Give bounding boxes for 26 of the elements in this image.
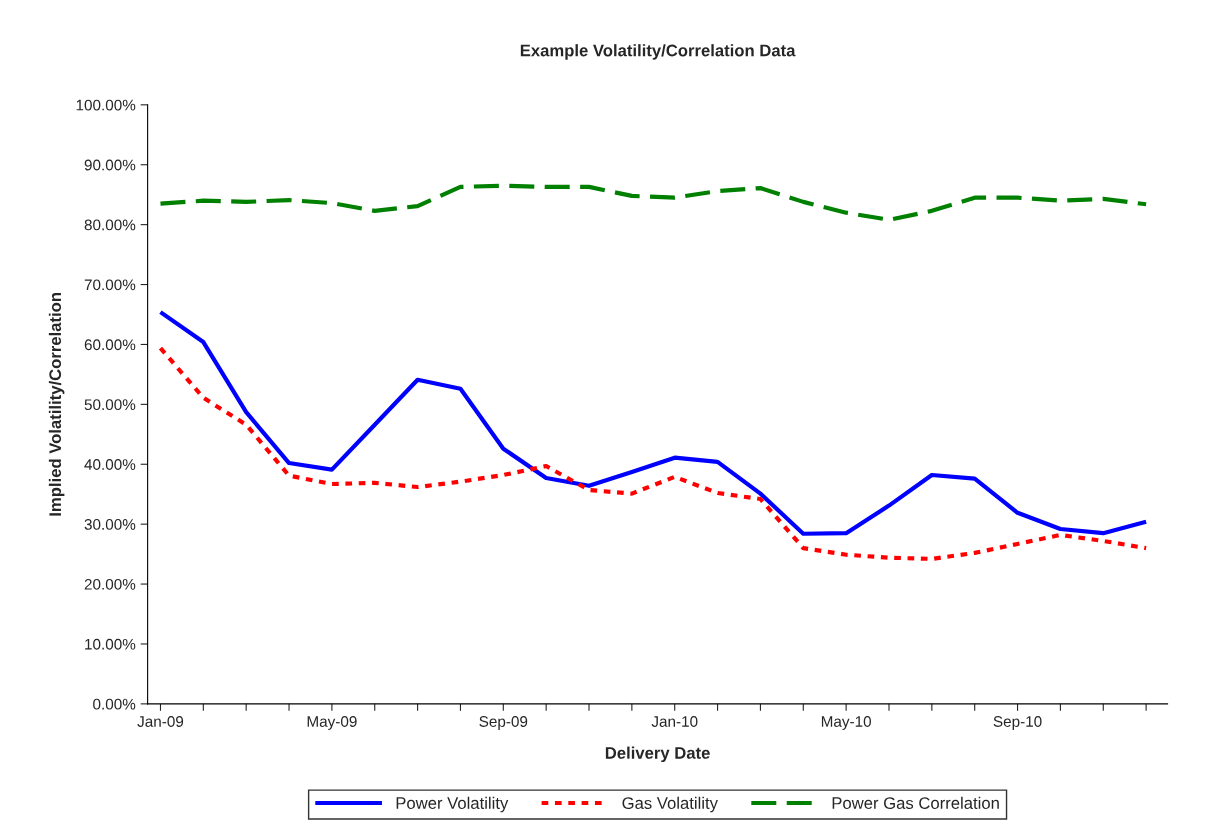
- y-tick-label: 90.00%: [84, 159, 136, 171]
- x-tick-label: May-09: [307, 716, 357, 730]
- line-series: [158, 310, 1149, 536]
- y-tick-label: 0.00%: [93, 698, 136, 710]
- legend-label: Gas Volatility: [622, 796, 718, 813]
- line-series: [158, 345, 1149, 561]
- x-tick-label: Jan-10: [651, 716, 698, 727]
- y-tick-label: 30.00%: [84, 519, 136, 530]
- legend-label: Power Volatility: [396, 796, 509, 813]
- y-tick-label: 100.00%: [76, 99, 136, 111]
- x-tick-label: Jan-09: [137, 716, 184, 727]
- y-tick-label: 80.00%: [84, 219, 136, 231]
- y-tick-label: 60.00%: [84, 339, 136, 351]
- chart-title: Example Volatility/Correlation Data: [520, 44, 796, 60]
- x-axis-title: Delivery Date: [605, 746, 710, 763]
- x-tick-label: Sep-09: [479, 716, 528, 730]
- y-tick-label: 40.00%: [84, 459, 136, 470]
- x-tick-label: May-10: [821, 716, 872, 730]
- y-tick-label: 20.00%: [84, 578, 136, 590]
- y-tick-label: 50.00%: [84, 399, 136, 411]
- y-tick-label: 70.00%: [84, 279, 136, 291]
- legend-label: Power Gas Correlation: [832, 796, 999, 809]
- x-tick-label: Sep-10: [993, 716, 1042, 730]
- line-series: [158, 183, 1149, 222]
- y-tick-label: 10.00%: [85, 638, 136, 650]
- y-axis-title: Implied Volatility/Correlation: [48, 293, 65, 516]
